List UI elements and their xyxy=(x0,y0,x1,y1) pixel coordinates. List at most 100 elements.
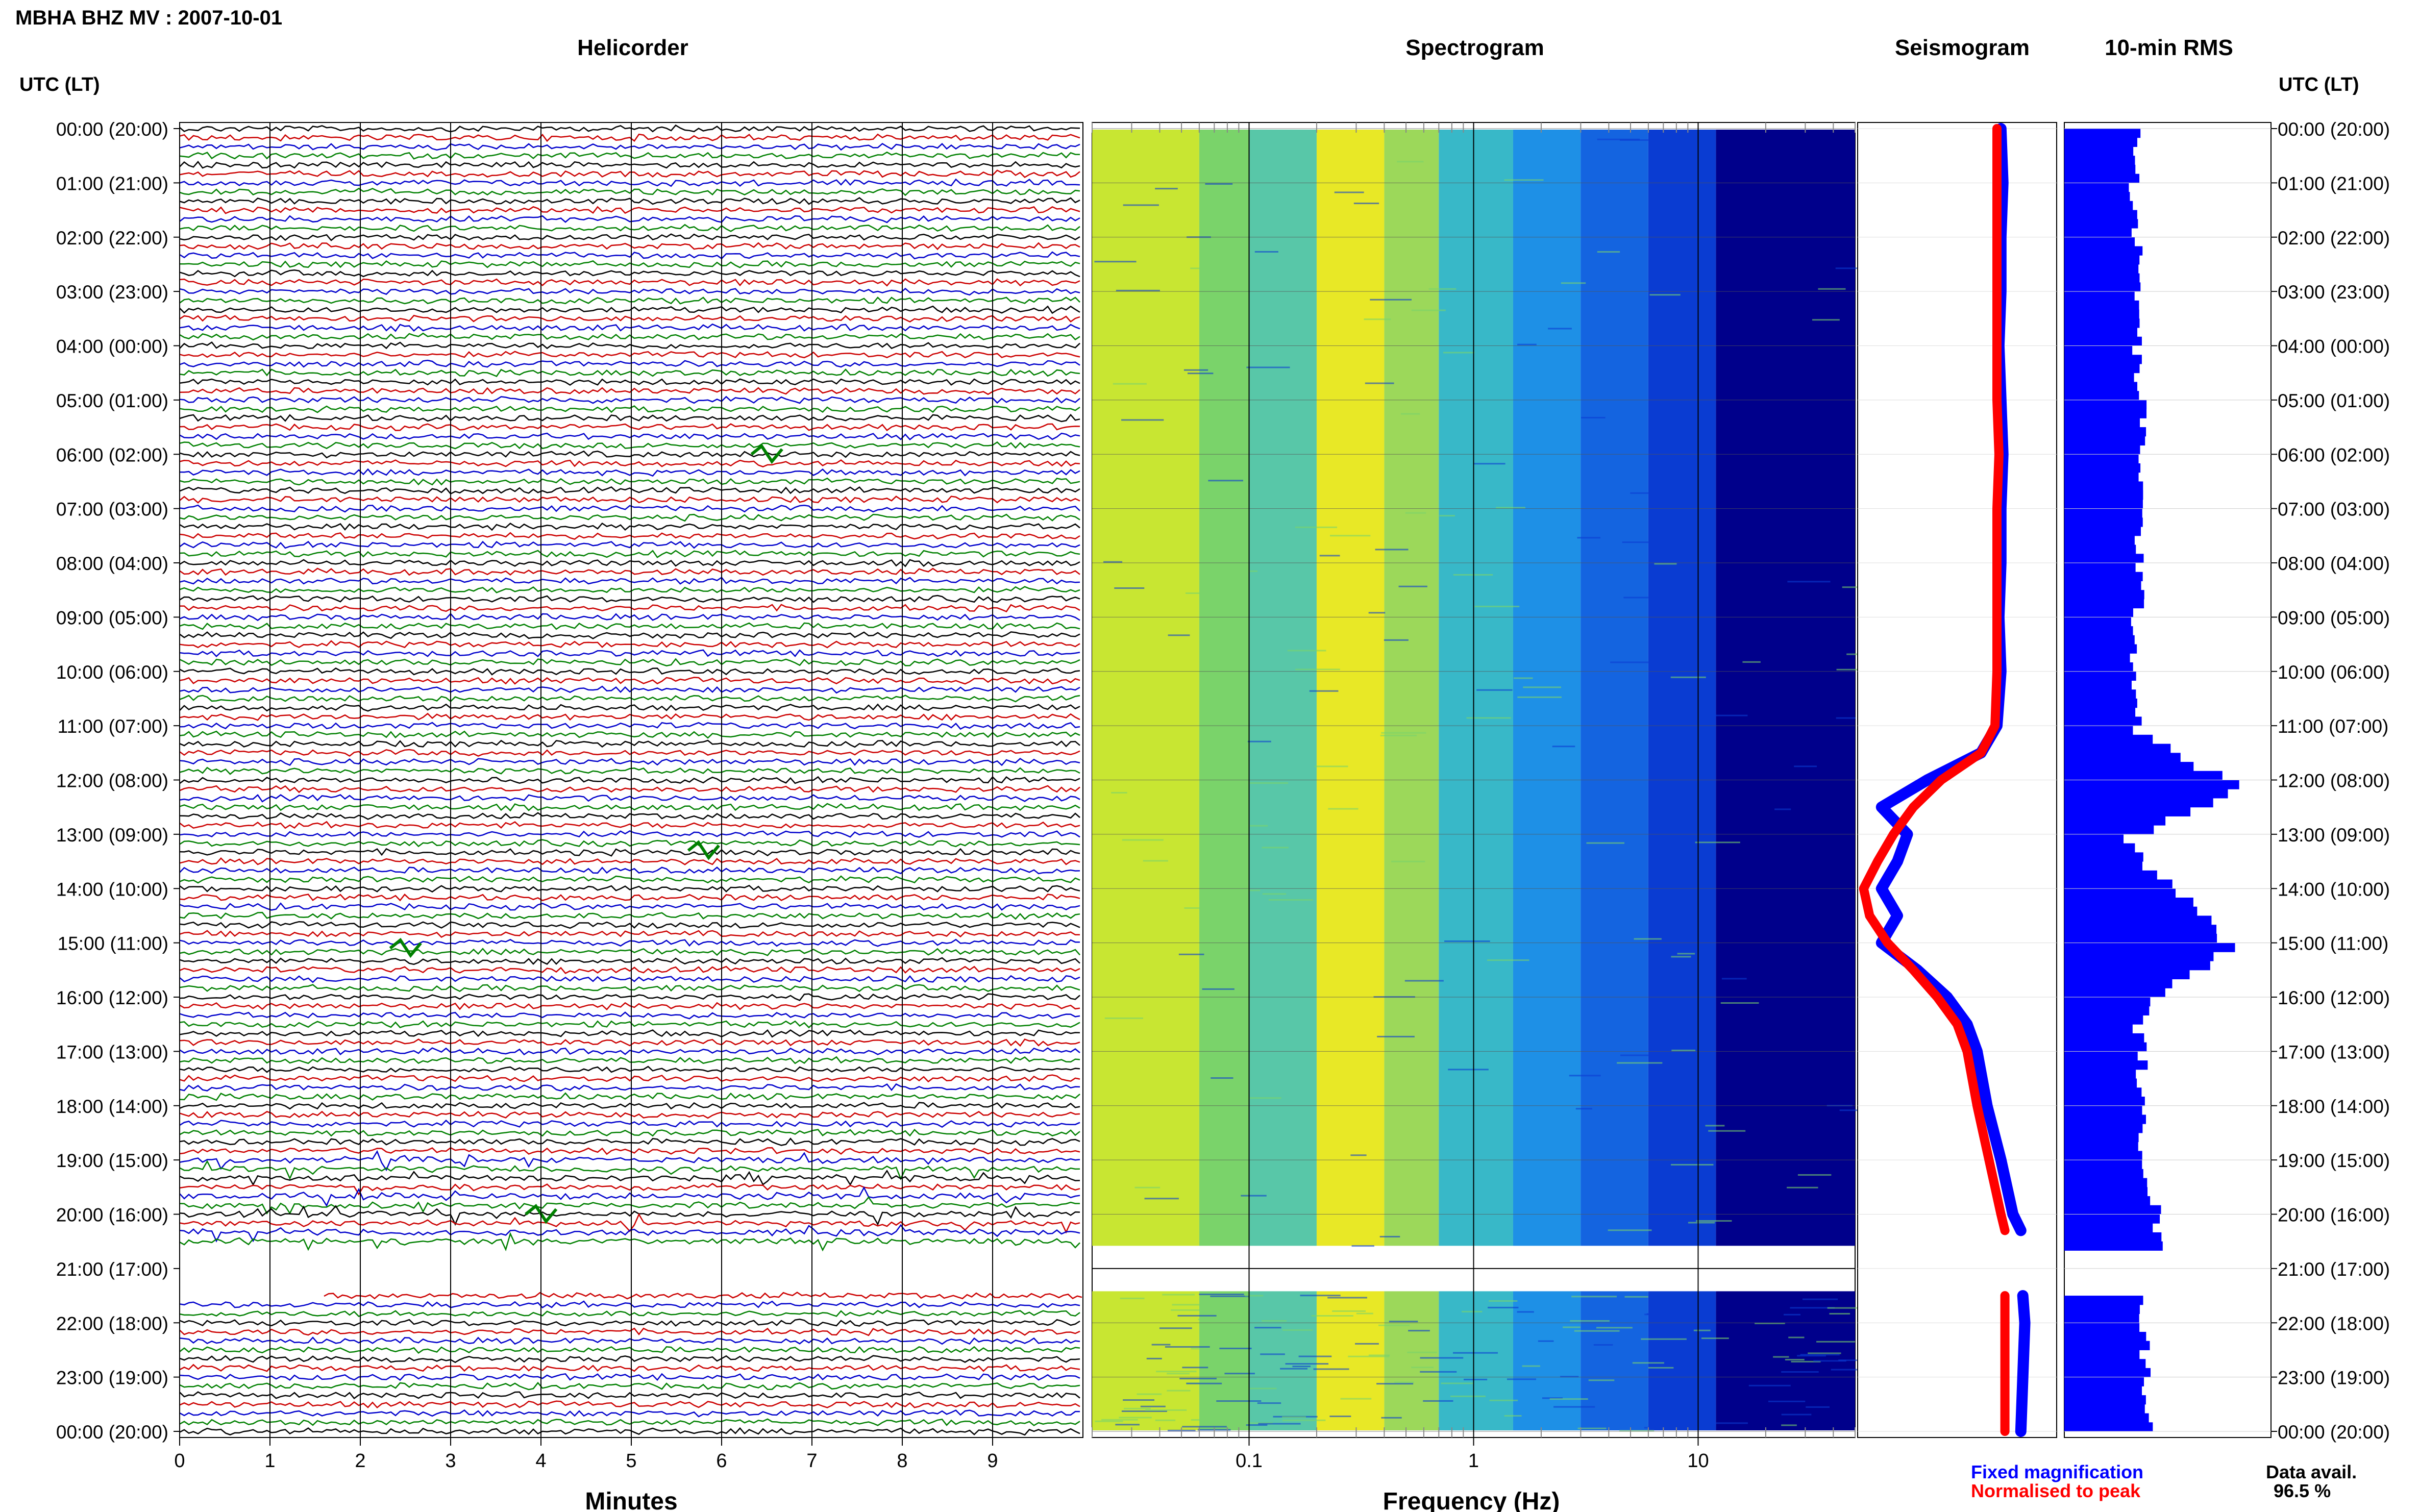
spectrogram-speckle xyxy=(1411,1367,1434,1369)
spectrogram-speckle xyxy=(1298,1355,1332,1357)
spectrogram-speckle xyxy=(1103,561,1123,563)
helicorder-trace xyxy=(179,1083,1080,1092)
rms-bar xyxy=(2064,1042,2147,1052)
spectrogram-speckle xyxy=(1319,555,1340,557)
rms-bar xyxy=(2064,1051,2138,1061)
spectrogram-speckle xyxy=(1198,1319,1226,1321)
spectrogram-speckle xyxy=(1708,1130,1746,1132)
spectrogram-speckle xyxy=(1641,1338,1687,1340)
spectrogram-speckle xyxy=(1282,1419,1326,1421)
spectrogram-speckle xyxy=(1114,587,1145,589)
rms-bar xyxy=(2064,1105,2142,1115)
spectrogram-speckle xyxy=(1116,289,1160,291)
helicorder-trace xyxy=(179,821,1080,829)
helicorder-trace xyxy=(179,766,1080,775)
helicorder-trace xyxy=(179,540,1080,549)
helicorder-trace xyxy=(179,423,1080,432)
rms-bar xyxy=(2064,282,2141,292)
spectrogram-speckle xyxy=(1450,1395,1486,1397)
spectrogram-speckle xyxy=(1124,1407,1151,1409)
rms-bar xyxy=(2064,680,2132,690)
helicorder-trace xyxy=(179,1065,1080,1073)
helicorder-trace xyxy=(179,441,1080,450)
helicorder-trace xyxy=(179,658,1080,666)
helicorder-trace xyxy=(179,712,1080,721)
helicorder-trace xyxy=(179,368,1080,378)
rms-bar xyxy=(2064,662,2133,672)
helicorder-event xyxy=(750,443,783,464)
spectrogram-speckle xyxy=(1282,1416,1306,1418)
time-label-right: 16:00 (12:00) xyxy=(2278,987,2390,1008)
spectrogram-band xyxy=(1199,1291,1249,1430)
spectrogram-speckle xyxy=(1295,668,1340,671)
helicorder-trace xyxy=(179,1346,1080,1354)
helicorder-trace xyxy=(179,930,1080,938)
time-label-left: 10:00 (06:00) xyxy=(56,662,168,683)
spectrogram-speckle xyxy=(1144,1198,1179,1200)
helicorder-trace xyxy=(179,1400,1080,1409)
spectrogram-speckle xyxy=(1351,1245,1374,1247)
helicorder-trace xyxy=(179,1029,1080,1038)
spectrogram-speckle xyxy=(1701,1337,1729,1340)
rms-bar xyxy=(2064,1232,2162,1242)
spectrogram-speckle xyxy=(1348,1355,1390,1357)
helicorder-trace xyxy=(179,124,1080,133)
spectrogram-speckle xyxy=(1120,1297,1145,1299)
helicorder-trace xyxy=(179,233,1080,241)
spectrogram-speckle xyxy=(1677,953,1695,955)
helicorder-trace xyxy=(179,341,1080,350)
spectrogram-speckle xyxy=(1240,1097,1281,1099)
spectrogram-speckle xyxy=(1838,1359,1857,1361)
helicorder-trace xyxy=(179,1128,1080,1137)
time-label-right: 06:00 (02:00) xyxy=(2278,444,2390,465)
helicorder-trace xyxy=(179,287,1080,296)
spectrogram-speckle xyxy=(1123,204,1159,206)
helicorder-trace xyxy=(179,504,1080,513)
rms-bar xyxy=(2064,454,2139,464)
time-label-right: 14:00 (10:00) xyxy=(2278,879,2390,900)
rms-bar xyxy=(2064,1097,2145,1106)
spectrogram-speckle xyxy=(1313,1368,1349,1370)
spectrogram-speckle xyxy=(1205,183,1233,185)
spectrogram-speckle xyxy=(1314,765,1348,767)
spectrogram-speckle xyxy=(1285,1363,1329,1365)
spectrogram-speckle xyxy=(1179,1378,1217,1380)
rms-bar xyxy=(2064,129,2141,138)
helicorder-trace xyxy=(179,902,1080,911)
time-label-left: 23:00 (19:00) xyxy=(56,1368,168,1389)
helicorder-trace xyxy=(179,567,1080,576)
spectrogram-speckle xyxy=(1282,1329,1313,1331)
helicorder-trace xyxy=(179,1182,1080,1196)
spectrogram-speckle xyxy=(1836,717,1856,719)
rms-bar xyxy=(2064,309,2139,319)
spectrogram-speckle xyxy=(1596,1327,1633,1329)
spectrogram-speckle xyxy=(1496,507,1525,509)
helicorder-trace xyxy=(179,957,1080,965)
helicorder-trace xyxy=(179,631,1080,639)
spectrogram-speckle xyxy=(1588,1379,1615,1381)
spectrogram-speckle xyxy=(1211,1077,1233,1079)
rms-bar xyxy=(2064,1304,2140,1315)
spectrogram-speckle xyxy=(1364,318,1391,320)
helicorder-trace xyxy=(179,522,1080,531)
helicorder-trace xyxy=(179,586,1080,593)
spectrogram-speckle xyxy=(1280,1368,1308,1370)
rms-bar xyxy=(2064,1160,2142,1170)
spectrogram-speckle xyxy=(1329,1416,1351,1418)
helicorder-event xyxy=(389,937,422,958)
time-label-right: 00:00 (20:00) xyxy=(2278,1422,2390,1443)
helicorder-trace xyxy=(179,1047,1080,1056)
rms-bar xyxy=(2064,246,2143,256)
spectrogram-speckle xyxy=(1156,1371,1197,1373)
spectrogram-speckle xyxy=(1768,1400,1806,1402)
helicorder-trace xyxy=(179,251,1080,260)
spectrogram-speckle xyxy=(1295,526,1338,528)
spectrogram-speckle xyxy=(1619,1430,1655,1432)
helicorder-trace xyxy=(179,703,1080,712)
time-label-right: 13:00 (09:00) xyxy=(2278,825,2390,846)
spectrogram-speckle xyxy=(1561,282,1586,284)
rms-bar xyxy=(2064,626,2133,636)
time-label-right: 08:00 (04:00) xyxy=(2278,553,2390,574)
time-label-left: 17:00 (13:00) xyxy=(56,1042,168,1062)
